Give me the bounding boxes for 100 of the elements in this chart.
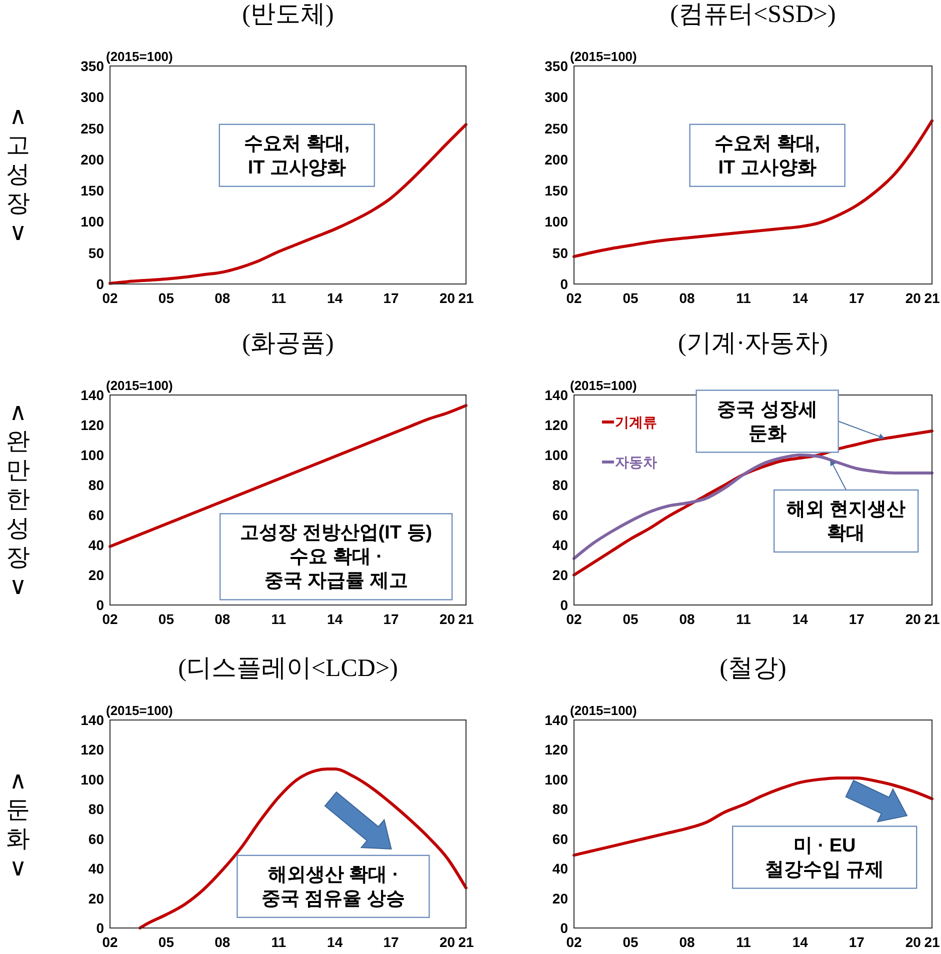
- y-tick-label: 80: [88, 801, 104, 818]
- x-tick-label: 17: [848, 611, 865, 627]
- y-tick-label: 100: [80, 447, 104, 463]
- y-tick-label: 350: [80, 58, 104, 74]
- line-series: [572, 776, 934, 857]
- y-tick-label: 100: [80, 214, 104, 230]
- x-tick-label: 08: [214, 611, 230, 627]
- y-tick-label: 300: [80, 89, 104, 106]
- annotation: 해외생산 확대 · 중국 점유율 상승: [261, 864, 405, 909]
- chart-title: (디스플레이<LCD>): [178, 655, 398, 682]
- y-tick-label: 120: [544, 742, 568, 758]
- y-tick-label: 100: [80, 771, 104, 788]
- x-tick-label: 14: [792, 611, 808, 627]
- y-tick-label: 140: [80, 712, 104, 728]
- x-tick-label: 08: [679, 934, 696, 950]
- text: ∧ 둔 화 ∨: [6, 768, 30, 882]
- line-series: [138, 768, 468, 930]
- x-tick-label: 17: [383, 290, 400, 306]
- legend-label: 기계류: [615, 414, 657, 430]
- y-tick-label: 150: [544, 182, 568, 199]
- x-tick-label: 21: [924, 934, 940, 950]
- x-tick-label: 05: [622, 934, 639, 950]
- y-axis-title: (2015=100): [106, 703, 173, 718]
- x-tick-label: 05: [158, 934, 174, 950]
- x-tick-label: 17: [383, 611, 400, 627]
- y-tick-label: 120: [544, 417, 568, 433]
- y-tick-label: 120: [80, 417, 104, 433]
- y-tick-label: 0: [96, 276, 104, 292]
- y-tick-label: 150: [80, 182, 104, 199]
- x-tick-label: 08: [214, 934, 230, 950]
- annotation: 해외 현지생산 확대: [786, 498, 906, 544]
- y-tick-label: 50: [552, 244, 568, 261]
- x-tick-label: 20: [439, 934, 456, 950]
- x-tick-label: 05: [158, 290, 174, 306]
- y-tick-label: 200: [544, 151, 568, 168]
- y-tick-label: 100: [544, 214, 568, 230]
- y-tick-label: 0: [560, 597, 568, 613]
- x-tick-label: 17: [383, 934, 400, 950]
- x-tick-label: 08: [214, 290, 230, 306]
- y-tick-label: 60: [88, 830, 104, 847]
- line-series: [572, 119, 934, 258]
- x-tick-label: 14: [327, 611, 343, 627]
- y-axis-title: (2015=100): [570, 703, 637, 718]
- annotation: 미 · EU 철강수입 규제: [764, 834, 884, 880]
- y-tick-label: 50: [88, 244, 104, 261]
- line-series: [108, 123, 468, 285]
- annotation: 수요처 확대, IT 고사양화: [244, 132, 350, 178]
- y-tick-label: 80: [552, 477, 568, 493]
- chart-title: (화공품): [242, 330, 334, 357]
- x-tick-label: 11: [271, 611, 286, 627]
- y-tick-label: 0: [96, 597, 104, 613]
- x-tick-label: 21: [458, 611, 474, 627]
- legend-label: 자동차: [615, 454, 657, 470]
- text: ∧ 완 만 한 성 장 ∨: [6, 400, 30, 600]
- line-series: [108, 404, 468, 548]
- line-series: [572, 454, 934, 560]
- x-tick-label: 14: [327, 290, 343, 306]
- y-tick-label: 60: [88, 507, 104, 523]
- chart-title: (기계·자동차): [678, 330, 828, 357]
- x-tick-label: 02: [102, 290, 118, 306]
- y-tick-label: 250: [544, 120, 568, 136]
- x-tick-label: 11: [736, 611, 752, 627]
- y-tick-label: 140: [544, 712, 568, 728]
- y-tick-label: 20: [88, 890, 104, 906]
- y-tick-label: 120: [80, 742, 104, 758]
- y-tick-label: 250: [80, 120, 104, 136]
- y-tick-label: 350: [544, 58, 568, 74]
- x-tick-label: 11: [736, 934, 752, 950]
- x-tick-label: 17: [848, 934, 865, 950]
- x-tick-label: 11: [736, 290, 752, 306]
- x-tick-label: 14: [792, 290, 808, 306]
- y-tick-label: 40: [552, 860, 568, 877]
- x-tick-label: 14: [327, 934, 343, 950]
- y-tick-label: 60: [552, 507, 568, 523]
- y-tick-label: 40: [552, 537, 568, 553]
- x-tick-label: 05: [622, 611, 639, 627]
- x-tick-label: 21: [924, 290, 940, 306]
- annotation: 고성장 전방산업(IT 등) 수요 확대 · 중국 자급률 제고: [240, 522, 432, 592]
- x-tick-label: 11: [271, 934, 286, 950]
- y-tick-label: 100: [544, 771, 568, 788]
- y-tick-label: 20: [552, 567, 568, 583]
- y-tick-label: 80: [88, 477, 104, 493]
- text: ∧ 고 성 장 ∨: [6, 104, 30, 246]
- y-tick-label: 300: [544, 89, 568, 106]
- x-tick-label: 21: [458, 934, 474, 950]
- y-tick-label: 100: [544, 447, 568, 463]
- y-tick-label: 0: [560, 276, 568, 292]
- y-tick-label: 40: [88, 860, 104, 877]
- x-tick-label: 11: [271, 290, 286, 306]
- y-axis-title: (2015=100): [106, 49, 173, 64]
- y-tick-label: 20: [552, 890, 568, 906]
- x-tick-label: 05: [622, 290, 639, 306]
- y-tick-label: 20: [88, 567, 104, 583]
- x-tick-label: 20: [905, 934, 922, 950]
- y-tick-label: 140: [544, 387, 568, 403]
- chart-title: (철강): [720, 655, 786, 682]
- x-tick-label: 02: [102, 611, 118, 627]
- x-tick-label: 20: [439, 290, 456, 306]
- y-tick-label: 0: [560, 920, 568, 936]
- y-axis-title: (2015=100): [106, 378, 173, 393]
